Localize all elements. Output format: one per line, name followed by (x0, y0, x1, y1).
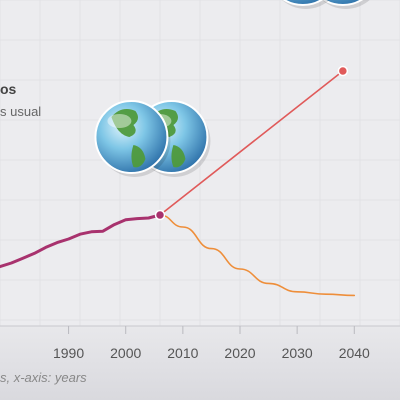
point-marker (337, 65, 349, 77)
globes-group (94, 0, 370, 177)
legend-subtitle: s usual (0, 104, 41, 119)
globe-icon (322, 0, 370, 9)
series-line-historical (0, 213, 162, 269)
x-tick-label: 2030 (282, 345, 313, 361)
x-tick-label: 2000 (110, 345, 141, 361)
globe-highlight (107, 114, 132, 128)
axis-band (0, 326, 400, 400)
series-line-lower (159, 214, 356, 297)
globe-land (111, 109, 146, 168)
x-tick-label: 2040 (339, 345, 370, 361)
globe-ocean (322, 0, 364, 6)
x-tick-label: 2010 (167, 345, 198, 361)
globe-icon (94, 100, 171, 177)
x-tick-label: 2020 (224, 345, 255, 361)
axis-note: s, x-axis: years (0, 370, 87, 385)
globe-ocean (282, 0, 324, 6)
x-tick-label: 1990 (53, 345, 84, 361)
legend-title: os (0, 81, 17, 97)
markers-group (154, 65, 349, 221)
series-group (0, 70, 356, 297)
x-axis: 1990 2000 2010 2020 2030 2040 (53, 326, 370, 361)
globe-icon (282, 0, 330, 9)
series-line-upper (159, 70, 344, 216)
point-marker (154, 209, 166, 221)
